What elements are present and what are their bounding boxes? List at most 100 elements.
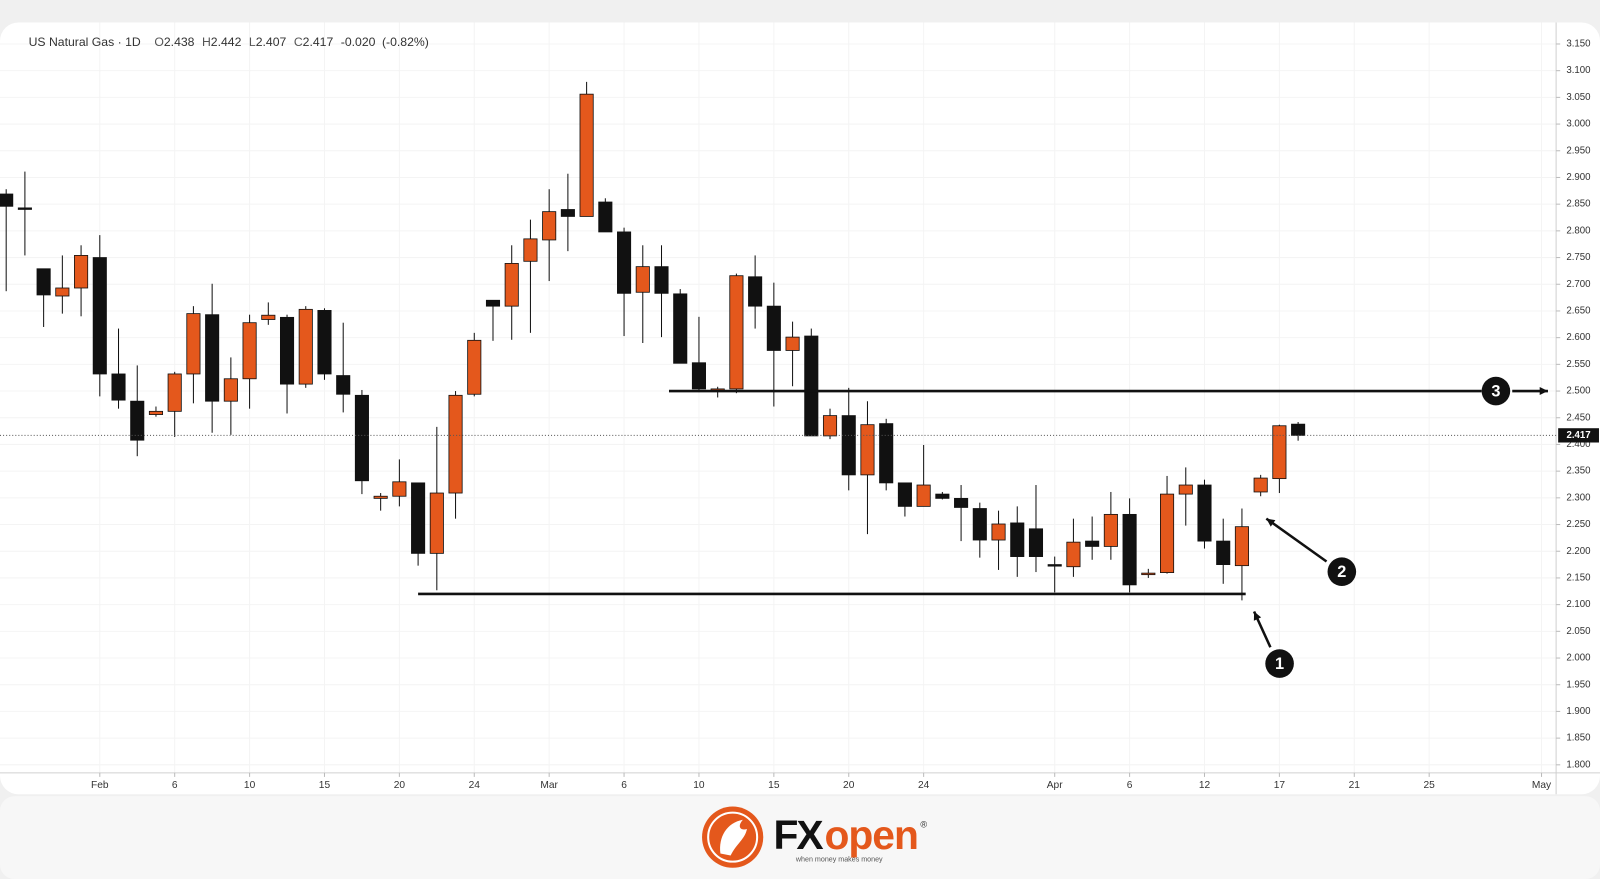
- y-tick-label: 1.950: [1566, 679, 1591, 690]
- prefix: C: [294, 35, 303, 49]
- registered-mark: ®: [920, 819, 927, 829]
- prefix: O: [154, 35, 164, 49]
- candle-body: [822, 415, 838, 437]
- candle-body: [317, 310, 332, 375]
- y-tick-label: 2.150: [1566, 572, 1591, 583]
- candle-body: [298, 308, 313, 385]
- x-tick-label: 25: [1424, 780, 1436, 791]
- y-tick-label: 2.200: [1566, 546, 1591, 557]
- candle-body: [205, 314, 220, 402]
- arrow-head: [1253, 611, 1262, 621]
- y-tick-label: 2.350: [1566, 466, 1591, 477]
- candle-body: [879, 423, 894, 484]
- annotation-label: 3: [1491, 382, 1500, 400]
- y-tick-label: 2.800: [1566, 225, 1591, 236]
- x-tick-label: 6: [621, 780, 627, 791]
- y-tick-label: 2.750: [1566, 252, 1591, 263]
- candle-body: [972, 508, 987, 541]
- y-tick-label: 2.700: [1566, 279, 1591, 290]
- x-tick-label: 24: [918, 780, 930, 791]
- candle-body: [560, 209, 575, 217]
- y-tick-label: 1.850: [1566, 733, 1591, 744]
- candle-body: [766, 305, 781, 351]
- candle-body: [617, 231, 632, 294]
- candle-body: [785, 336, 800, 351]
- candle-body: [261, 314, 276, 320]
- high-value: 2.442: [211, 35, 242, 49]
- candle-body: [654, 266, 669, 294]
- y-tick-label: 2.950: [1566, 145, 1591, 156]
- arrow-head: [1266, 518, 1276, 527]
- candle-body: [411, 482, 426, 554]
- annotation-arrow: [1265, 517, 1328, 563]
- y-tick-label: 2.650: [1566, 306, 1591, 317]
- candle-body: [111, 373, 126, 401]
- annotation-label: 1: [1275, 655, 1284, 673]
- x-tick-label: 10: [244, 780, 256, 791]
- y-tick-label: 2.400: [1566, 439, 1591, 450]
- y-tick-label: 2.500: [1566, 386, 1591, 397]
- footer-panel: [0, 796, 1600, 879]
- candle-body: [635, 266, 650, 293]
- candle-body: [1085, 540, 1100, 547]
- candle-body: [897, 482, 912, 507]
- candle-body: [954, 497, 969, 508]
- candle-body: [130, 400, 145, 441]
- candle-body: [542, 211, 557, 241]
- brand-open: open: [824, 812, 917, 858]
- candle-body: [916, 484, 931, 507]
- close-value: 2.417: [303, 35, 334, 49]
- title: US Natural Gas · 1D: [29, 35, 141, 49]
- candle-body: [1066, 541, 1081, 568]
- last-price-label: 2.417: [1566, 430, 1590, 441]
- candle-body: [523, 238, 538, 262]
- candle-body: [1216, 540, 1231, 565]
- header: US Natural Gas · 1D O2.438 H2.442 L2.407…: [29, 35, 429, 49]
- candle-body: [804, 335, 819, 437]
- candle-body: [17, 207, 32, 210]
- candle-body: [1047, 564, 1062, 567]
- chart-panel: [0, 22, 1600, 795]
- candle-body: [673, 293, 688, 364]
- candle-body: [1028, 528, 1044, 557]
- candle-body: [991, 523, 1006, 541]
- candle-body: [860, 424, 875, 476]
- x-tick-label: 6: [172, 780, 178, 791]
- candle-body: [579, 93, 594, 217]
- last-price-badge: [1558, 428, 1599, 443]
- candle-body: [223, 378, 238, 402]
- candle-body: [691, 362, 706, 390]
- x-tick-label: 17: [1274, 780, 1286, 791]
- x-tick-label: 12: [1199, 780, 1211, 791]
- y-tick-label: 2.250: [1566, 519, 1591, 530]
- y-tick-label: 1.800: [1566, 759, 1591, 770]
- x-tick-label: 15: [319, 780, 331, 791]
- candle-body: [467, 339, 482, 395]
- annotation-badge: [1327, 557, 1357, 586]
- y-tick-label: 2.850: [1566, 199, 1591, 210]
- y-tick-label: 2.450: [1566, 412, 1591, 423]
- candle-body: [1141, 572, 1156, 576]
- plot: [0, 81, 1306, 601]
- y-tick-label: 2.600: [1566, 332, 1591, 343]
- prefix: H: [202, 35, 211, 49]
- candle-body: [429, 492, 444, 554]
- brand-fx: FX: [773, 812, 823, 858]
- change: -0.020: [341, 35, 376, 49]
- candle-body: [55, 287, 70, 297]
- y-tick-label: 2.300: [1566, 492, 1591, 503]
- candle-body: [354, 394, 369, 482]
- overlay: 1.800 1.850 1.900 1.950 2.000 2.050 2.100 2.150…: [0, 39, 1599, 791]
- x-tick-label: 24: [469, 780, 481, 791]
- x-tick-label: May: [1532, 780, 1552, 791]
- y-tick-label: 2.100: [1566, 599, 1591, 610]
- candle-body: [186, 313, 201, 375]
- x-tick-label: Apr: [1047, 780, 1063, 791]
- candle-body: [1160, 493, 1175, 574]
- candle-body: [1197, 484, 1212, 542]
- grid: [0, 22, 1557, 773]
- candle-body: [148, 410, 164, 415]
- candle-body: [373, 495, 388, 499]
- x-tick-label: 6: [1127, 780, 1133, 791]
